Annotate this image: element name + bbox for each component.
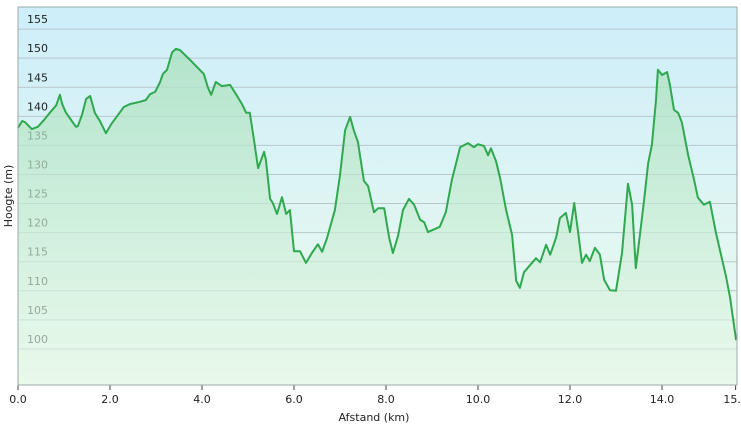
y-tick-label: 150 [27,42,48,55]
y-axis-label: Hoogte (m) [2,165,15,228]
x-tick-label: 4.0 [193,393,211,406]
x-tick-label: 2.0 [101,393,119,406]
x-tick-label: 10.0 [466,393,491,406]
area-fill [18,48,737,386]
y-tick-label: 140 [27,100,48,113]
x-tick-label: 15.6 [723,393,741,406]
x-axis-label: Afstand (km) [339,411,410,424]
elevation-line [17,47,738,341]
x-tick-label: 12.0 [558,393,583,406]
x-tick-label: 14.0 [650,393,675,406]
x-tick-label: 6.0 [285,393,303,406]
x-tick-label: 8.0 [377,393,395,406]
plot-border [17,6,738,386]
y-tick-label: 145 [27,71,48,84]
y-tick-label: 155 [27,13,48,26]
x-tick-label: 0.0 [9,393,27,406]
